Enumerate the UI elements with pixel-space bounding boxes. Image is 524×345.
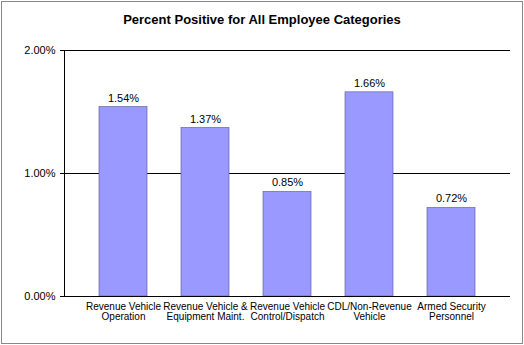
svg-text:CDL/Non-RevenueVehicle: CDL/Non-RevenueVehicle: [327, 301, 412, 323]
svg-text:Armed SecurityPersonnel: Armed SecurityPersonnel: [417, 301, 485, 323]
svg-text:1.37%: 1.37%: [190, 113, 221, 125]
svg-text:Revenue Vehicle &Equipment Mai: Revenue Vehicle &Equipment Maint.: [163, 301, 248, 323]
svg-text:1.00%: 1.00%: [24, 167, 55, 179]
svg-text:2.00%: 2.00%: [24, 44, 55, 56]
html-text:Percent Positive for All Emplo: Percent Positive for All Employee Catego…: [123, 12, 401, 27]
svg-text:0.00%: 0.00%: [24, 290, 55, 302]
svg-text:1.54%: 1.54%: [108, 92, 139, 104]
svg-text:Revenue VehicleControl/Dispatc: Revenue VehicleControl/Dispatch: [250, 301, 325, 323]
svg-text:Revenue VehicleOperation: Revenue VehicleOperation: [86, 301, 161, 323]
svg-text:1.66%: 1.66%: [354, 77, 385, 89]
svg-text:0.72%: 0.72%: [436, 192, 467, 204]
svg-text:0.85%: 0.85%: [272, 176, 303, 188]
